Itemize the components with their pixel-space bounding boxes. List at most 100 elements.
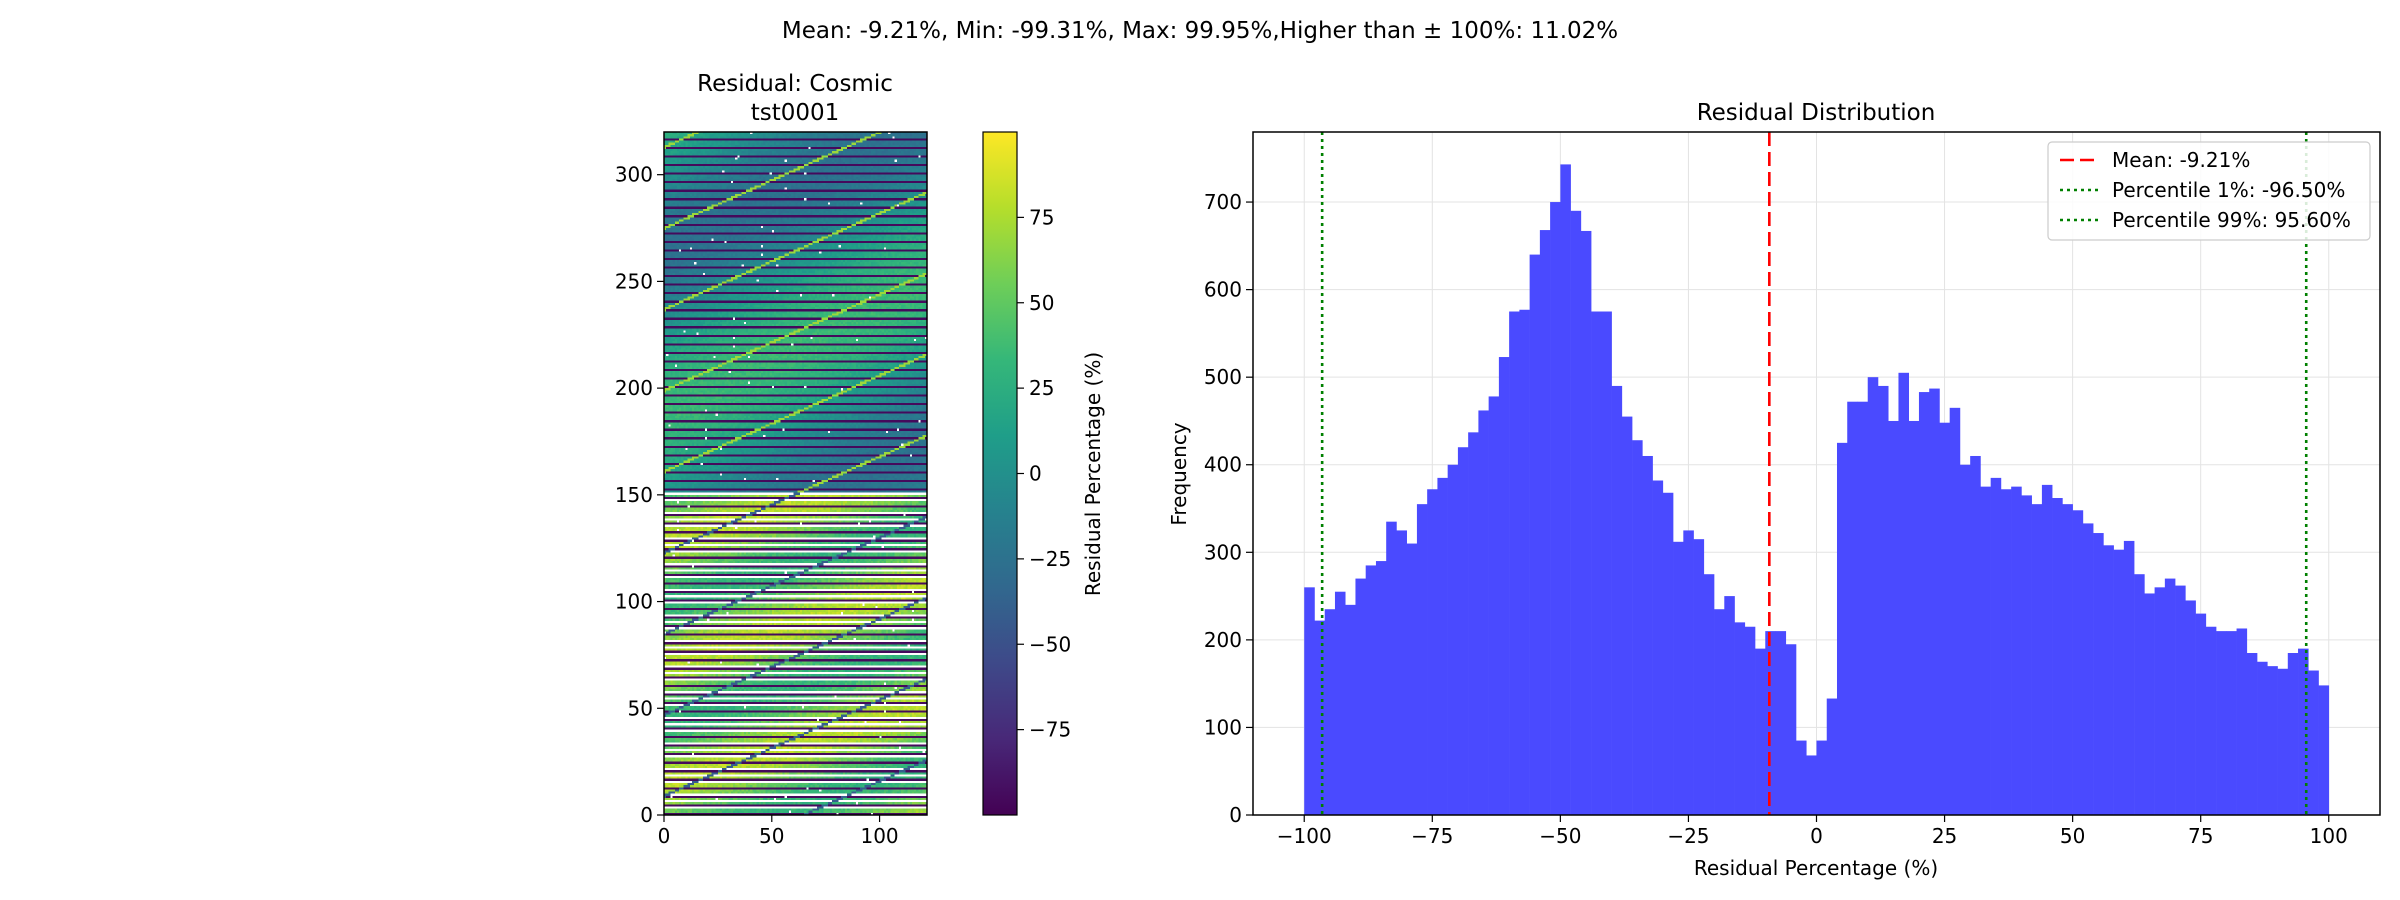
heatmap-ytick-label: 150 — [615, 483, 653, 507]
heatmap-xtick-label: 50 — [759, 824, 784, 848]
histogram-bar — [1744, 626, 1756, 815]
colorbar-tick-label: 50 — [1029, 291, 1054, 315]
histogram-bar — [2052, 498, 2063, 815]
legend-entry-label: Mean: -9.21% — [2112, 148, 2250, 172]
histogram-bar — [2123, 540, 2135, 815]
histogram-bar — [1980, 486, 1991, 815]
heatmap-ytick-label: 250 — [615, 269, 653, 293]
histogram-bar — [1601, 311, 1612, 815]
colorbar: −75 −50 −25 0 25 50 75 Residual Percentage (%) — [982, 131, 1105, 816]
histogram-bar — [1498, 357, 1510, 815]
histogram-xtick-label: −75 — [1411, 824, 1453, 848]
histogram-ytick-label: 100 — [1204, 715, 1242, 739]
histogram-bar — [2175, 585, 2186, 815]
histogram-bar — [2308, 670, 2319, 815]
heatmap-axes: 0 50 100 0 50 100 150 200 250 300 — [615, 163, 899, 848]
histogram-bar — [2164, 578, 2176, 815]
heatmap-ytick-label: 50 — [628, 696, 653, 720]
heatmap-ytick-label: 200 — [615, 376, 653, 400]
histogram-bar — [1427, 489, 1438, 815]
histogram-bar — [2298, 648, 2309, 815]
colorbar-tick-label: 75 — [1029, 205, 1054, 229]
histogram-bar — [1509, 311, 1520, 815]
histogram-bar — [1949, 407, 1961, 815]
histogram-bar — [2246, 653, 2258, 815]
heatmap-title-line2: tst0001 — [751, 100, 840, 126]
histogram-bar — [1334, 591, 1346, 815]
histogram-bar — [1488, 396, 1500, 815]
histogram-xlabel: Residual Percentage (%) — [1694, 856, 1938, 880]
histogram-ylabel: Frequency — [1167, 422, 1191, 525]
histogram-xtick-label: −50 — [1539, 824, 1581, 848]
histogram-xtick-label: 0 — [1810, 824, 1823, 848]
heatmap-panel: Residual: Cosmic tst0001 0 50 100 0 50 100 150… — [615, 71, 928, 848]
histogram-xtick-label: 100 — [2310, 824, 2348, 848]
histogram-bar — [1324, 609, 1336, 815]
histogram-bar — [1591, 311, 1602, 815]
histogram-bars — [1304, 164, 2330, 816]
histogram-legend: Mean: -9.21% Percentile 1%: -96.50% Percen… — [2047, 141, 2371, 241]
histogram-ytick-label: 500 — [1204, 365, 1242, 389]
heatmap-xtick-label: 100 — [860, 824, 898, 848]
colorbar-label: Residual Percentage (%) — [1081, 352, 1105, 596]
histogram-xtick-label: −25 — [1667, 824, 1709, 848]
histogram-bar — [2082, 523, 2094, 815]
histogram-bar — [2195, 613, 2207, 815]
histogram-xtick-label: 75 — [2188, 824, 2213, 848]
histogram-bar — [1662, 492, 1674, 815]
histogram-bar — [1437, 477, 1448, 815]
histogram-bar — [2277, 668, 2289, 815]
heatmap-frame — [663, 131, 928, 816]
legend-box — [2047, 141, 2371, 241]
heatmap-image — [664, 132, 927, 815]
histogram-bar — [1386, 521, 1397, 815]
colorbar-tick-label: −25 — [1029, 547, 1071, 571]
histogram-bar — [1611, 385, 1623, 815]
histogram-bar — [1755, 648, 1766, 815]
histogram-bar — [1539, 230, 1551, 816]
histogram-bar — [1857, 401, 1869, 815]
histogram-bar — [2205, 626, 2217, 815]
histogram-bar — [2287, 653, 2299, 815]
heatmap-ytick-label: 0 — [640, 803, 653, 827]
histogram-bar — [2041, 484, 2053, 815]
histogram-bar — [1898, 372, 1910, 815]
histogram-bar — [2144, 593, 2155, 815]
histogram-bar — [1550, 202, 1561, 816]
histogram-bar — [2031, 504, 2043, 815]
histogram-ytick-label: 600 — [1204, 278, 1242, 302]
histogram-bar — [2011, 486, 2022, 815]
colorbar-tick-label: −50 — [1029, 632, 1071, 656]
histogram-bar — [1970, 455, 1981, 815]
histogram-bar — [2236, 628, 2248, 815]
histogram-title: Residual Distribution — [1697, 100, 1936, 126]
histogram-bar — [1703, 574, 1715, 815]
histogram-bar — [2226, 631, 2237, 815]
colorbar-tick-label: −75 — [1029, 718, 1071, 742]
histogram-bar — [1345, 604, 1356, 815]
colorbar-tick-label: 25 — [1029, 376, 1054, 400]
histogram-reference-lines — [1320, 132, 2308, 815]
legend-entry-label: Percentile 1%: -96.50% — [2112, 178, 2345, 202]
histogram-bar — [1468, 432, 1479, 815]
legend-entry-label: Percentile 99%: 95.60% — [2112, 208, 2351, 232]
histogram-bar — [2267, 666, 2278, 815]
histogram-bar — [1314, 620, 1326, 815]
histogram-bar — [2134, 574, 2145, 815]
histogram-axes: −100 −75 −50 −25 0 25 50 75 100 0 100 200 300 400 500 6… — [1204, 190, 2348, 848]
histogram-bar — [1959, 464, 1971, 815]
histogram-bar — [1939, 422, 1950, 815]
figure-suptitle: Mean: -9.21%, Min: -99.31%, Max: 99.95%,… — [782, 18, 1618, 44]
histogram-bar — [1621, 416, 1633, 815]
heatmap-content — [664, 132, 927, 815]
histogram-bar — [1775, 631, 1787, 815]
histogram-bar — [1570, 210, 1582, 816]
histogram-ytick-label: 0 — [1229, 803, 1242, 827]
heatmap-ytick-label: 100 — [615, 590, 653, 614]
histogram-bar — [1447, 464, 1459, 815]
histogram-bar — [1990, 477, 2002, 815]
histogram-xtick-label: −100 — [1277, 824, 1332, 848]
histogram-bar — [1908, 420, 1920, 815]
histogram-bar — [2000, 489, 2012, 815]
